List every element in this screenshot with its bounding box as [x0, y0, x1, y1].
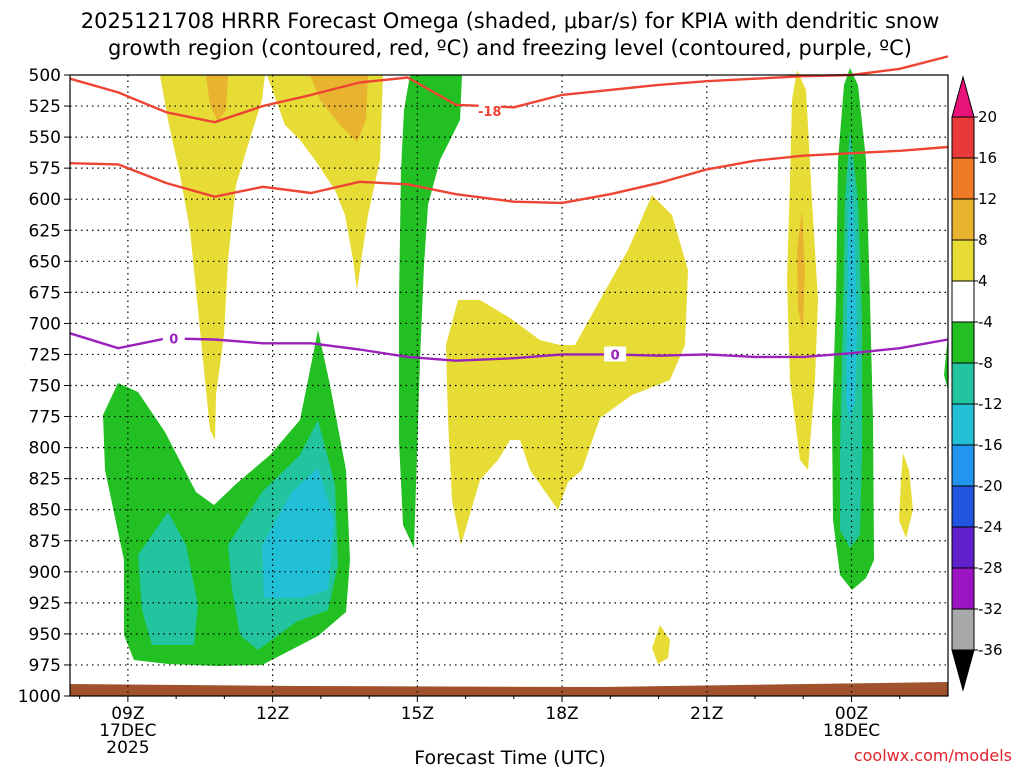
colorbar-swatch — [951, 362, 975, 405]
omega-region-edge-green — [944, 335, 948, 390]
colorbar-level-label: 20 — [978, 108, 997, 126]
colorbar-under-triangle — [951, 649, 975, 692]
x-tick-label: 21Z — [690, 704, 723, 724]
colorbar-swatch — [951, 321, 975, 364]
y-tick-label: 875 — [29, 532, 61, 552]
x-tick-label: 12Z — [256, 704, 289, 724]
colorbar-swatch — [951, 239, 975, 282]
y-tick-label: 950 — [29, 625, 61, 645]
plot-area: -18 0 0 — [69, 55, 949, 697]
colorbar-swatch — [951, 403, 975, 446]
contour-label: 0 — [169, 332, 178, 347]
y-tick-label: 500 — [29, 66, 61, 86]
colorbar-swatch — [951, 116, 975, 159]
omega-region-upper-left-orange — [206, 75, 228, 122]
colorbar-level-label: 8 — [978, 231, 988, 249]
x-tick-label: 09Z — [111, 704, 144, 724]
colorbar-swatch — [951, 198, 975, 241]
ground-terrain — [70, 682, 948, 696]
colorbar-over-triangle — [951, 75, 975, 118]
y-tick-label: 850 — [29, 501, 61, 521]
y-tick-label: 675 — [29, 283, 61, 303]
chart-title-line-1: 2025121708 HRRR Forecast Omega (shaded, … — [81, 9, 940, 33]
y-tick-label: 525 — [29, 97, 61, 117]
gridlines — [70, 75, 948, 696]
y-tick-label: 700 — [29, 314, 61, 334]
y-tick-label: 825 — [29, 470, 61, 490]
x-tick-date-label: 18DEC — [823, 721, 880, 741]
colorbar-swatch — [951, 444, 975, 487]
y-tick-label: 650 — [29, 252, 61, 272]
omega-region-cyan-core — [262, 468, 334, 598]
x-tick-label: 00Z — [835, 704, 868, 724]
contour-label-bg — [478, 103, 501, 119]
colorbar-swatch — [951, 567, 975, 610]
colorbar-swatch — [951, 485, 975, 528]
x-axis-label: Forecast Time (UTC) — [414, 747, 605, 768]
omega-region-right-yellow — [899, 453, 913, 538]
y-tick-label: 900 — [29, 563, 61, 583]
y-tick-label: 975 — [29, 656, 61, 676]
contour-label-bg — [604, 346, 627, 362]
y-tick-label: 775 — [29, 408, 61, 428]
colorbar-level-label: -8 — [978, 354, 993, 372]
y-tick-label: 925 — [29, 594, 61, 614]
y-tick-label: 750 — [29, 377, 61, 397]
x-tick-date-label: 17DEC — [99, 721, 156, 741]
omega-region-small-yellow-blob — [652, 625, 670, 664]
omega-region-upper-left-yellow — [160, 75, 265, 440]
contour-label: 0 — [611, 348, 620, 363]
colorbar-level-label: 4 — [978, 272, 988, 290]
contour-line — [69, 332, 949, 362]
y-tick-label: 575 — [29, 159, 61, 179]
omega-region-15z-green — [399, 75, 462, 548]
contour-line — [69, 145, 949, 205]
y-tick-label: 625 — [29, 221, 61, 241]
contour-line — [69, 55, 949, 124]
colorbar-level-label: -24 — [978, 518, 1003, 536]
x-tick-label: 15Z — [401, 704, 434, 724]
omega-region-23z-orange — [797, 210, 805, 330]
omega-shading — [103, 68, 948, 666]
colorbar-swatch — [951, 608, 975, 651]
y-tick-label: 725 — [29, 345, 61, 365]
colorbar-level-label: -36 — [978, 641, 1003, 659]
y-axis: 500 525 550 575 600 625 650 675 700 725 750 775 800 8… — [18, 66, 70, 707]
y-tick-label: 600 — [29, 190, 61, 210]
contour-lines — [69, 55, 949, 362]
colorbar-swatch — [951, 157, 975, 200]
colorbar-swatch — [951, 280, 975, 323]
colorbar-level-label: -32 — [978, 600, 1003, 618]
x-tick-label: 18Z — [545, 704, 578, 724]
y-tick-label: 550 — [29, 128, 61, 148]
colorbar-level-label: 16 — [978, 149, 997, 167]
colorbar-level-label: -12 — [978, 395, 1003, 413]
colorbar-level-label: 12 — [978, 190, 997, 208]
y-tick-label: 1000 — [18, 687, 61, 707]
colorbar-level-label: -20 — [978, 477, 1003, 495]
y-tick-label: 800 — [29, 439, 61, 459]
chart-title-line-2: growth region (contoured, red, ºC) and f… — [108, 36, 912, 60]
contour-label: -18 — [478, 105, 502, 120]
colorbar-level-label: -16 — [978, 436, 1003, 454]
colorbar-level-label: -4 — [978, 313, 993, 331]
contour-label-bg — [162, 330, 185, 346]
omega-region-midday-yellow — [446, 195, 688, 545]
credit-text: coolwx.com/models — [854, 746, 1012, 765]
contour-labels: -18 0 0 — [162, 103, 627, 363]
x-tick-date-label: 2025 — [106, 738, 149, 758]
colorbar-level-label: -28 — [978, 559, 1003, 577]
colorbar-swatch — [951, 526, 975, 569]
omega-colorbar: 20 16 12 8 4 -4 -8 -12 -16 -20 -24 -28 -32 -36 — [951, 75, 1003, 692]
